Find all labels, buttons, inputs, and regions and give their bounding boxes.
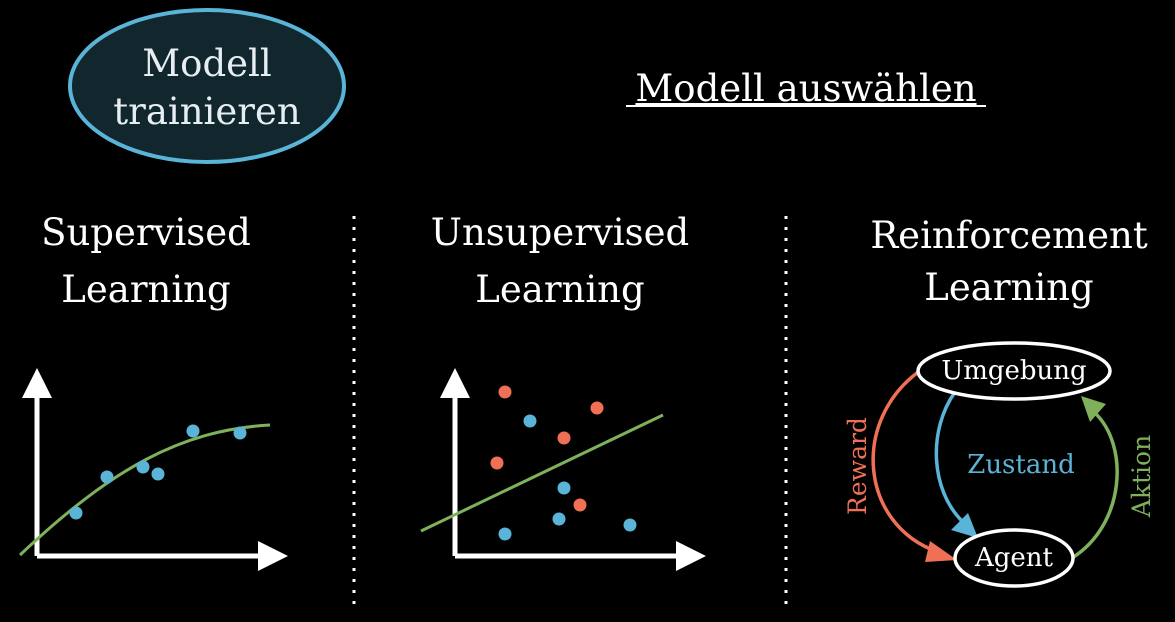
- oval-label-line1: Modell: [142, 42, 271, 85]
- data-point-red: [573, 498, 587, 512]
- data-point-red: [590, 401, 604, 415]
- data-point-blue: [623, 518, 637, 532]
- oval-label-line2: trainieren: [113, 90, 300, 133]
- data-point-red: [490, 456, 504, 470]
- data-point-blue: [557, 481, 571, 495]
- data-point-blue: [498, 527, 512, 541]
- environment-node: [916, 341, 1112, 401]
- data-point: [151, 467, 165, 481]
- state-arrow: [934, 390, 965, 524]
- unsupervised-plot: [420, 368, 706, 571]
- data-point: [186, 424, 200, 438]
- y-axis-arrowhead: [440, 368, 470, 398]
- separating-line: [420, 413, 664, 533]
- reinforcement-loop: Umgebung Agent Zustand Reward Aktion: [843, 341, 1156, 588]
- reward-arrow: [871, 368, 939, 554]
- action-arrow: [1071, 410, 1119, 560]
- regression-curve: [18, 423, 271, 557]
- data-point-red: [498, 385, 512, 399]
- supervised-plot: [18, 368, 288, 571]
- data-point-red: [557, 431, 571, 445]
- supervised-title-line2: Learning: [61, 268, 230, 311]
- unsupervised-title-line1: Unsupervised: [431, 211, 689, 254]
- data-point-blue: [552, 512, 566, 526]
- state-label: Zustand: [967, 450, 1075, 480]
- reward-label: Reward: [843, 417, 872, 515]
- supervised-title-line1: Supervised: [41, 211, 251, 254]
- data-point-blue: [523, 414, 537, 428]
- data-point: [136, 460, 150, 474]
- x-axis-arrowhead: [676, 541, 706, 571]
- data-point: [100, 470, 114, 484]
- x-axis-arrowhead: [258, 541, 288, 571]
- unsupervised-title-line2: Learning: [475, 268, 644, 311]
- select-model-link[interactable]: Modell auswählen: [635, 67, 976, 110]
- y-axis-arrowhead: [22, 368, 52, 398]
- train-model-oval[interactable]: Modell trainieren: [68, 8, 346, 164]
- state-arrowhead: [951, 513, 978, 538]
- data-point: [233, 426, 247, 440]
- data-point: [69, 506, 83, 520]
- action-label: Aktion: [1127, 435, 1156, 518]
- agent-label: Agent: [974, 543, 1054, 573]
- agent-node: [953, 528, 1075, 588]
- reinforcement-title-line2: Learning: [924, 266, 1093, 309]
- oval-shape[interactable]: [68, 8, 346, 164]
- action-arrowhead: [1081, 396, 1106, 422]
- reward-arrowhead: [925, 541, 957, 562]
- reinforcement-title-line1: Reinforcement: [870, 214, 1148, 257]
- environment-label: Umgebung: [941, 356, 1086, 386]
